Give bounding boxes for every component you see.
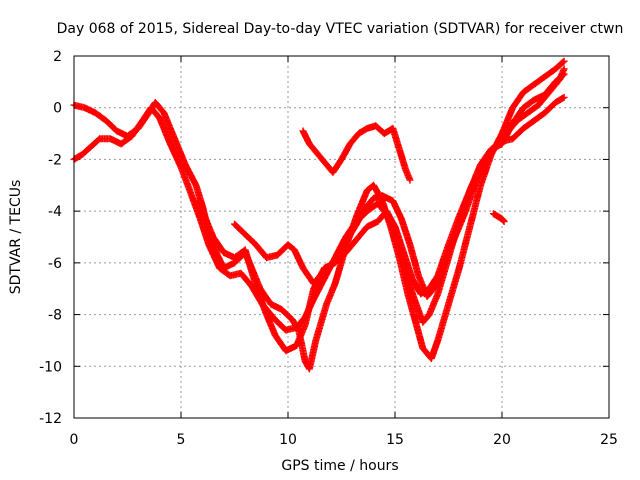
series-markers	[70, 70, 568, 334]
x-tick-label: 25	[600, 432, 618, 448]
y-tick-label: -10	[39, 359, 62, 375]
series-track-4	[231, 65, 568, 300]
series-markers	[231, 65, 568, 300]
y-tick-label: 2	[53, 49, 62, 65]
plot-frame	[73, 55, 610, 419]
series-markers	[299, 122, 414, 184]
y-tick-label: -6	[48, 256, 62, 272]
x-tick-label: 10	[279, 432, 297, 448]
y-tick-label: -4	[48, 204, 62, 220]
series-markers	[489, 210, 508, 225]
y-tick-label: -8	[48, 308, 62, 324]
x-tick-label: 20	[493, 432, 511, 448]
series-track-2	[70, 70, 568, 334]
tick-labels: 0 5 10 15 20 25 -12 -10 -8 -6 -4 -2 0 2	[39, 49, 618, 448]
x-tick-label: 15	[386, 432, 404, 448]
y-tick-label: -12	[39, 411, 62, 427]
y-tick-label: 0	[53, 101, 62, 117]
x-tick-label: 5	[177, 432, 186, 448]
y-tick-label: -2	[48, 152, 62, 168]
chart-title: Day 068 of 2015, Sidereal Day-to-day VTE…	[57, 21, 624, 37]
series-track-6	[489, 210, 508, 225]
data-points	[70, 57, 568, 373]
y-axis-label: SDTVAR / TECUs	[8, 180, 24, 295]
x-tick-label: 0	[70, 432, 79, 448]
grid-lines	[74, 56, 609, 418]
series-track-5	[299, 122, 414, 184]
x-axis-label: GPS time / hours	[281, 458, 398, 474]
